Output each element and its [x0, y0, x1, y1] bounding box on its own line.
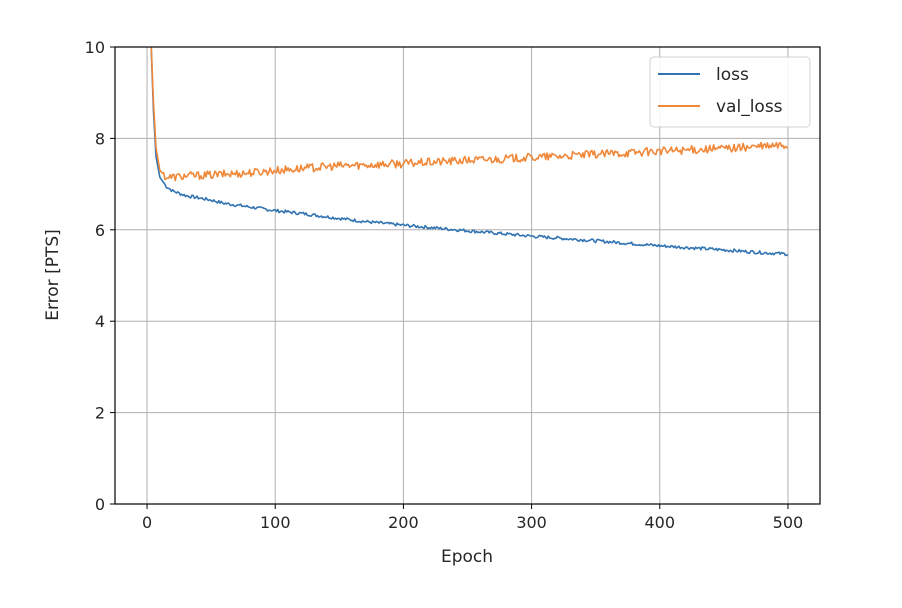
series-line-val-loss: [150, 47, 789, 182]
x-tick-label: 300: [516, 513, 547, 532]
x-tick-label: 400: [644, 513, 675, 532]
x-tick-label: 200: [388, 513, 419, 532]
y-tick-label: 4: [95, 312, 105, 331]
y-tick-label: 8: [95, 129, 105, 148]
y-tick-label: 2: [95, 404, 105, 423]
x-tick-label: 100: [260, 513, 291, 532]
plot-frame: [114, 46, 821, 505]
grid: [115, 46, 820, 505]
series-line-loss: [150, 47, 789, 257]
legend: loss val_loss: [649, 56, 811, 128]
y-tick-label: 6: [95, 221, 105, 240]
series-layer: [150, 47, 789, 257]
x-tick-label: 500: [773, 513, 804, 532]
x-tick-label: 0: [142, 513, 152, 532]
y-axis-label: Error [PTS]: [43, 229, 63, 321]
y-tick-label: 10: [85, 38, 105, 57]
y-tick-label: 0: [95, 495, 105, 514]
legend-label-loss: loss: [716, 65, 749, 85]
ticks: 0 100 200 300 400 500 0 2 4 6 8 10: [85, 38, 804, 532]
legend-label-val-loss: val_loss: [716, 97, 783, 117]
x-axis-label: Epoch: [441, 547, 493, 567]
